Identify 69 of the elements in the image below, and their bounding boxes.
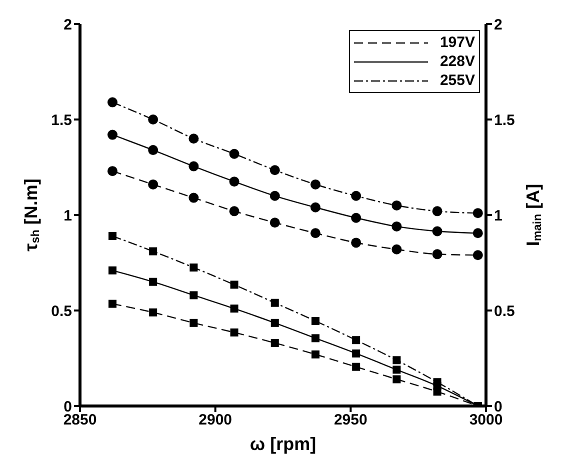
point [188, 161, 199, 172]
point [229, 148, 240, 159]
point [230, 328, 238, 336]
legend-label: 197V [440, 34, 475, 51]
point [270, 218, 280, 228]
point [108, 266, 116, 274]
point [108, 300, 116, 308]
y-tick-label: 1.5 [51, 112, 72, 129]
point [433, 378, 442, 386]
x-tick-label: 2900 [198, 412, 232, 429]
point [432, 206, 442, 216]
point [108, 232, 116, 240]
point [188, 134, 199, 144]
point [230, 304, 238, 313]
point [230, 280, 238, 289]
point [432, 249, 442, 260]
y-tick-label: 2 [64, 16, 72, 34]
point [270, 190, 280, 201]
point [352, 362, 360, 371]
x-tick-label: 2950 [334, 412, 368, 429]
point [190, 291, 198, 300]
point [472, 208, 483, 218]
point [310, 179, 320, 190]
point [190, 264, 198, 272]
point [188, 192, 199, 203]
legend-label: 228V [440, 53, 475, 70]
point [472, 250, 483, 260]
legend-label: 255V [440, 72, 475, 89]
point [107, 97, 118, 108]
point [107, 166, 118, 176]
point [351, 212, 362, 223]
point [472, 228, 483, 238]
point [311, 334, 320, 342]
point [310, 228, 320, 238]
y2-tick-label: 0.5 [494, 302, 515, 320]
point [270, 318, 279, 327]
point [392, 375, 401, 384]
point [270, 298, 279, 307]
y2-tick-label: 1 [494, 207, 502, 224]
point [392, 366, 401, 374]
point [229, 206, 240, 216]
point [229, 176, 240, 187]
point [149, 308, 158, 316]
point [148, 179, 158, 190]
y2-tick-label: 1.5 [494, 112, 515, 129]
point [392, 221, 402, 232]
point [270, 165, 280, 176]
point [149, 247, 158, 256]
point [432, 226, 442, 236]
point [310, 202, 320, 212]
point [352, 336, 360, 344]
x-axis-title: ω [rpm] [250, 434, 316, 454]
y-tick-label: 0.5 [51, 302, 72, 320]
point [392, 200, 402, 210]
point [392, 356, 401, 364]
point [148, 114, 158, 124]
point [107, 130, 118, 140]
point [270, 338, 279, 347]
point [311, 350, 320, 358]
point [148, 145, 158, 156]
y-tick-label: 1 [64, 207, 72, 224]
point [351, 190, 362, 201]
point [149, 278, 158, 286]
point [392, 244, 402, 254]
point [352, 349, 360, 358]
point [351, 238, 362, 248]
point [190, 318, 198, 327]
y2-tick-label: 2 [494, 16, 502, 34]
point [311, 317, 320, 326]
